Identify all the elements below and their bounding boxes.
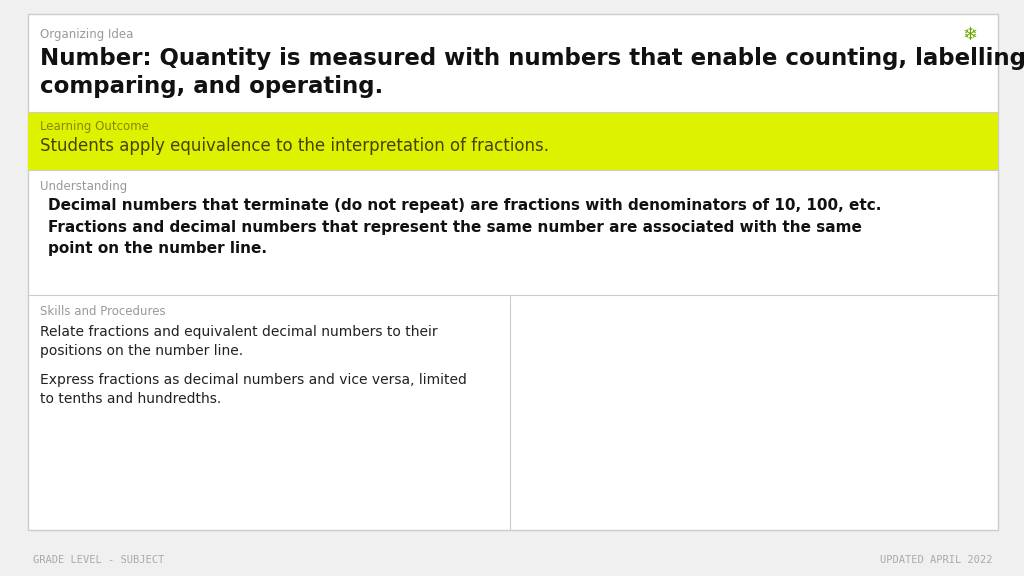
Text: Organizing Idea: Organizing Idea [40,28,133,41]
Text: Decimal numbers that terminate (do not repeat) are fractions with denominators o: Decimal numbers that terminate (do not r… [48,198,882,256]
Text: Skills and Procedures: Skills and Procedures [40,305,166,318]
Bar [28,112,998,170]
Text: GRADE LEVEL - SUBJECT: GRADE LEVEL - SUBJECT [33,555,164,565]
Text: Number: Quantity is measured with numbers that enable counting, labelling,
compa: Number: Quantity is measured with number… [40,47,1024,97]
Text: Relate fractions and equivalent decimal numbers to their: Relate fractions and equivalent decimal … [40,325,437,339]
Text: Express fractions as decimal numbers and vice versa, limited: Express fractions as decimal numbers and… [40,373,467,387]
Text: UPDATED APRIL 2022: UPDATED APRIL 2022 [881,555,993,565]
Text: Understanding: Understanding [40,180,127,193]
Text: Students apply equivalence to the interpretation of fractions.: Students apply equivalence to the interp… [40,137,549,155]
Bar [28,14,998,530]
Text: Learning Outcome: Learning Outcome [40,120,148,133]
Text: to tenths and hundredths.: to tenths and hundredths. [40,392,221,406]
Text: positions on the number line.: positions on the number line. [40,344,243,358]
Text: ❄: ❄ [963,26,978,44]
